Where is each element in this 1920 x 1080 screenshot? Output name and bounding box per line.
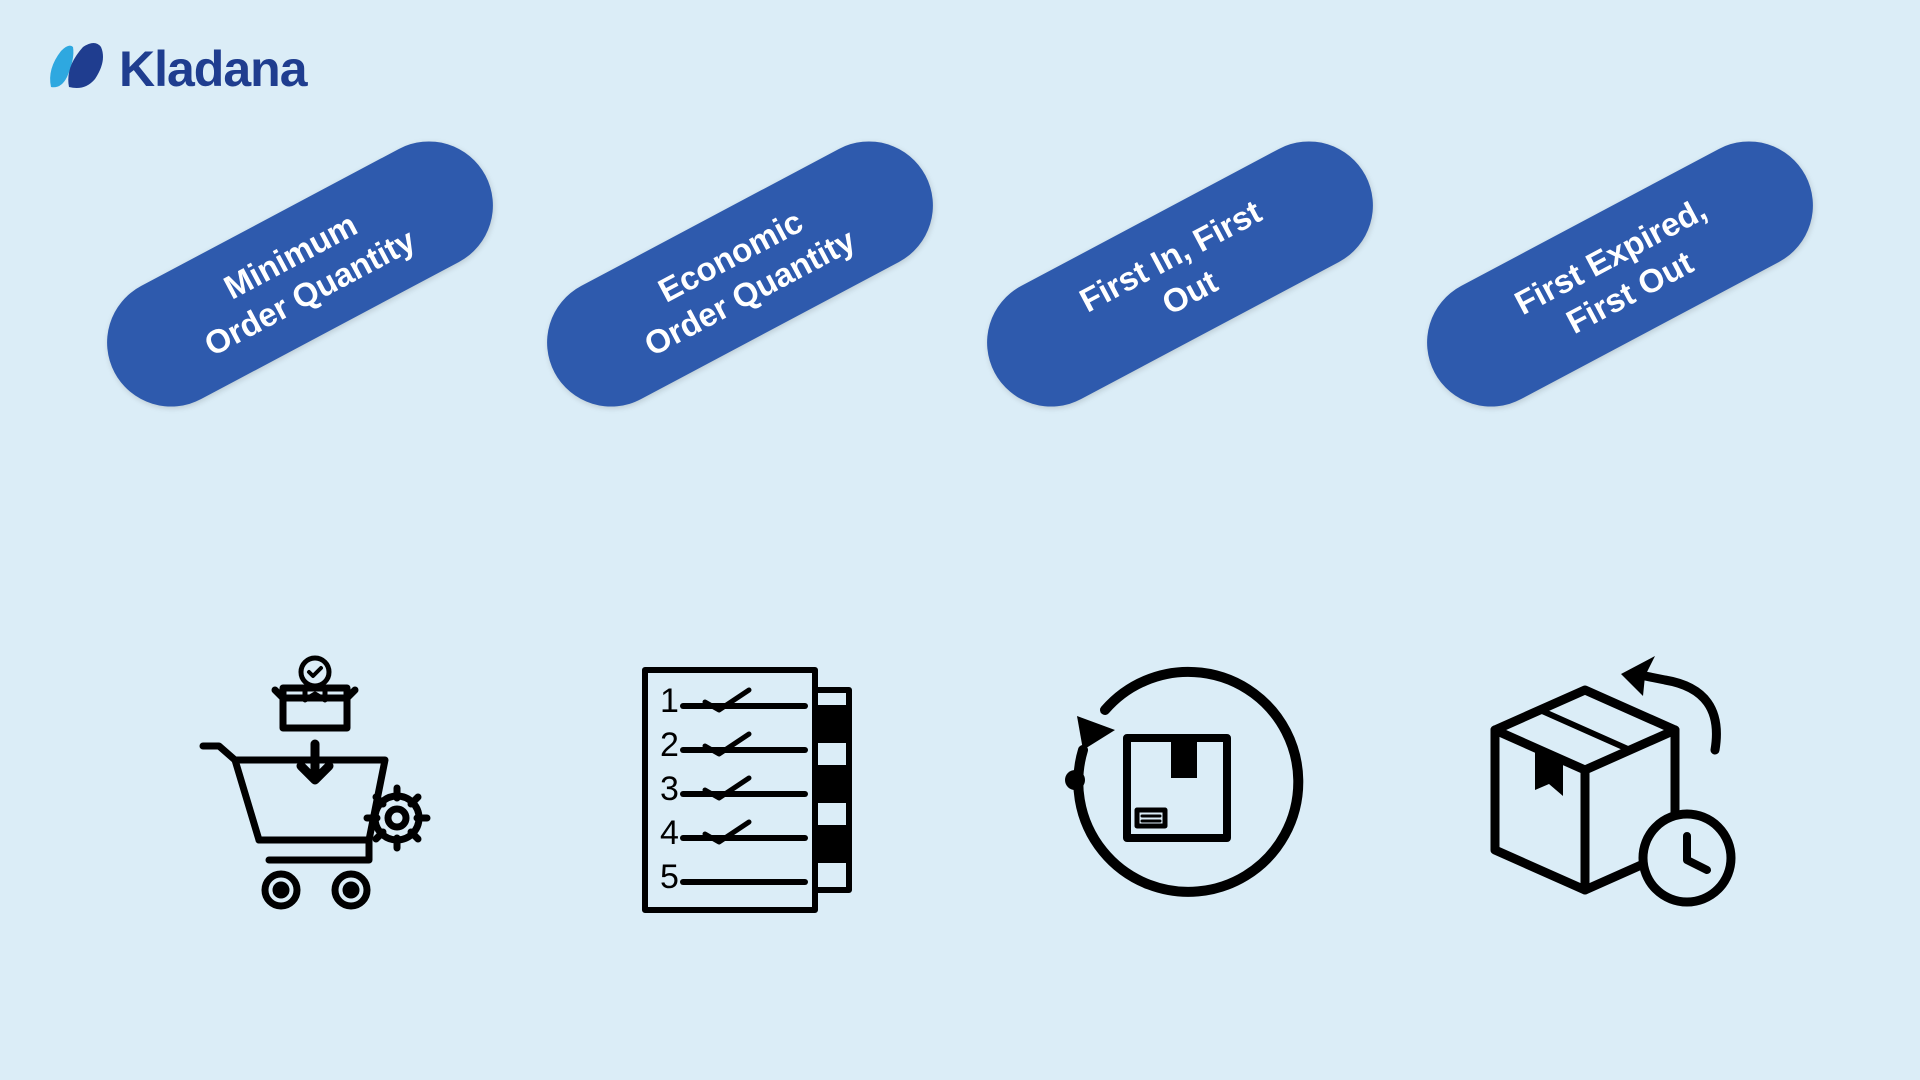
checklist-num: 2 bbox=[660, 726, 679, 764]
checklist-tabs-icon: 1 2 3 4 5 bbox=[605, 650, 885, 930]
concept-pill: First In, First Out bbox=[965, 119, 1396, 429]
logo-mark-icon bbox=[45, 41, 109, 98]
checklist-num: 3 bbox=[660, 770, 679, 808]
concept-pill: First Expired, First Out bbox=[1405, 119, 1836, 429]
cart-box-gear-icon bbox=[175, 650, 455, 930]
checklist-num: 4 bbox=[660, 814, 679, 852]
concept-pill: Economic Order Quantity bbox=[525, 119, 956, 429]
brand-logo: Kladana bbox=[45, 40, 307, 98]
box-clock-return-icon bbox=[1465, 650, 1745, 930]
brand-name: Kladana bbox=[119, 40, 307, 98]
concept-icons-row: 1 2 3 4 5 bbox=[0, 650, 1920, 930]
checklist-num: 5 bbox=[660, 858, 679, 896]
checklist-num: 1 bbox=[660, 682, 679, 720]
concept-pills-row: Minimum Order Quantity Economic Order Qu… bbox=[0, 210, 1920, 338]
cycle-box-icon bbox=[1035, 650, 1315, 930]
concept-pill: Minimum Order Quantity bbox=[85, 119, 516, 429]
